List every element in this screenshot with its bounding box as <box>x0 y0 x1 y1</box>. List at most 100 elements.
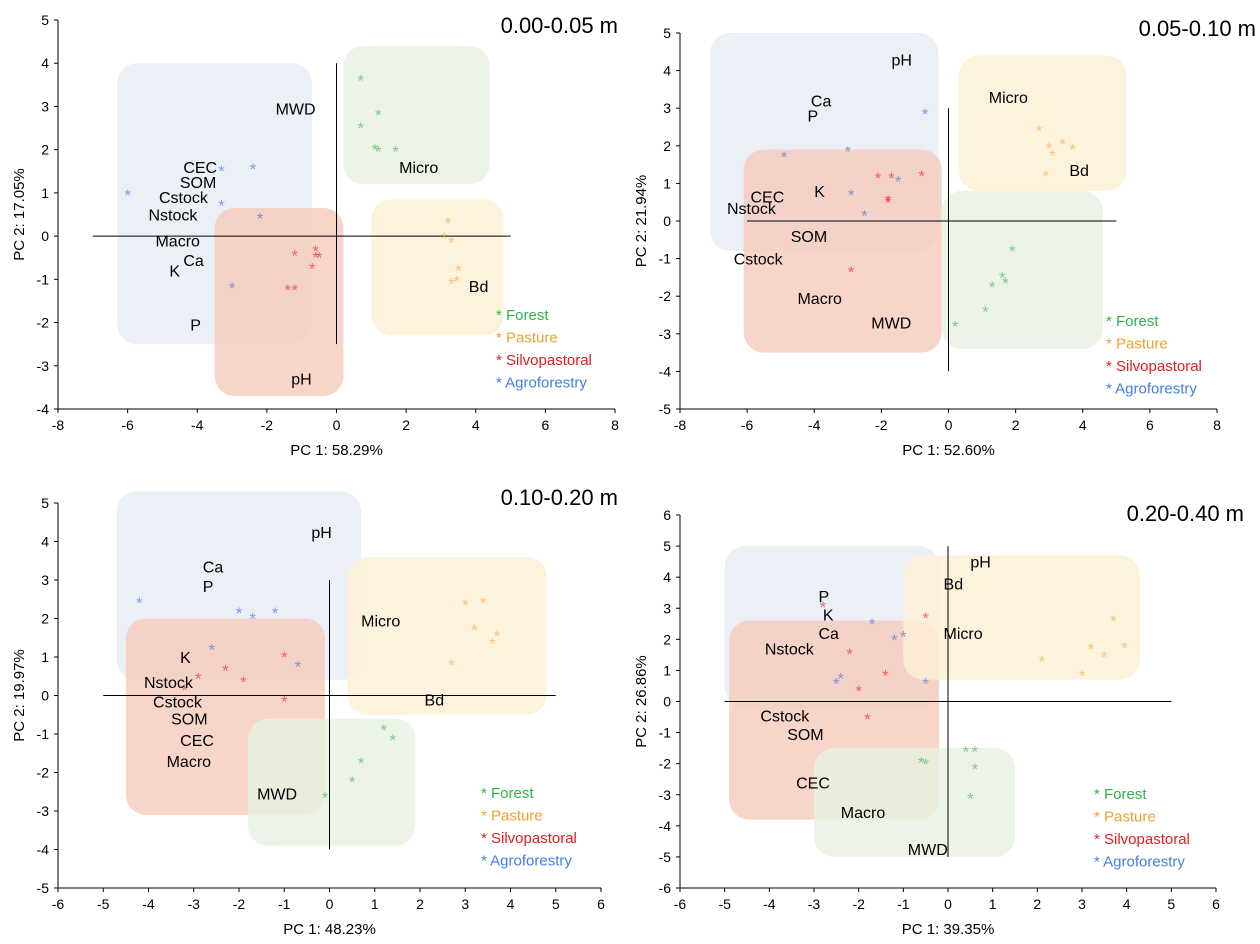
y-tick-label: -2 <box>659 756 672 772</box>
x-tick-label: 6 <box>1212 896 1220 912</box>
y-tick-label: 2 <box>663 631 671 647</box>
data-point-forest: * <box>358 119 365 138</box>
variable-label-cec: CEC <box>796 775 830 792</box>
y-tick-label: 5 <box>41 495 49 511</box>
x-tick-label: 4 <box>472 417 480 433</box>
y-tick-label: 0 <box>41 228 49 244</box>
y-tick-label: -5 <box>659 401 672 417</box>
x-tick-label: 5 <box>1167 896 1175 912</box>
data-point-forest: * <box>952 317 959 336</box>
variable-label-cstock: Cstock <box>734 252 784 269</box>
variable-label-ph: pH <box>891 52 911 69</box>
variable-label-bd: Bd <box>944 576 964 593</box>
variable-label-nstock: Nstock <box>149 208 199 225</box>
x-tick-label: -3 <box>808 896 821 912</box>
x-axis-title: PC 1: 52.60% <box>902 442 995 459</box>
y-tick-label: 2 <box>41 142 49 158</box>
data-point-agroforestry: * <box>895 173 902 192</box>
data-point-forest: * <box>989 278 996 297</box>
group-box-silvopastoral <box>743 149 942 353</box>
y-tick-label: -5 <box>659 849 672 865</box>
x-tick-label: 1 <box>989 896 997 912</box>
variable-label-p: P <box>190 318 201 335</box>
data-point-pasture: * <box>1110 612 1117 631</box>
variable-label-cec: CEC <box>750 190 784 207</box>
legend-entry: * Silvopastoral <box>496 352 592 369</box>
x-tick-label: 4 <box>507 896 515 912</box>
panel-title: 0.05-0.10 m <box>1139 16 1256 41</box>
variable-label-micro: Micro <box>989 90 1028 107</box>
data-point-forest: * <box>971 743 978 762</box>
x-axis-title: PC 1: 58.29% <box>290 442 383 459</box>
data-point-agroforestry: * <box>209 640 216 659</box>
data-point-silvopastoral: * <box>855 682 862 701</box>
data-point-silvopastoral: * <box>309 259 316 278</box>
variable-label-bd: Bd <box>1069 163 1089 180</box>
data-point-agroforestry: * <box>229 279 236 298</box>
data-point-pasture: * <box>1069 141 1076 160</box>
variable-label-bd: Bd <box>469 279 489 296</box>
data-point-silvopastoral: * <box>291 281 298 300</box>
panel-title: 0.20-0.40 m <box>1127 501 1244 526</box>
data-point-agroforestry: * <box>272 604 279 623</box>
data-point-pasture: * <box>1079 667 1086 686</box>
y-tick-label: -2 <box>659 288 672 304</box>
x-tick-label: -5 <box>97 896 110 912</box>
variable-label-ca: Ca <box>818 626 839 643</box>
variable-label-cstock: Cstock <box>159 190 209 207</box>
data-point-forest: * <box>922 755 929 774</box>
x-tick-label: 6 <box>541 417 549 433</box>
x-tick-label: -4 <box>763 896 776 912</box>
data-point-forest: * <box>392 143 399 162</box>
data-point-pasture: * <box>1121 639 1128 658</box>
legend-entry: * Forest <box>1106 313 1159 330</box>
legend-entry: * Agroforestry <box>1106 381 1197 398</box>
data-point-pasture: * <box>1046 139 1053 158</box>
data-point-pasture: * <box>471 621 478 640</box>
data-point-agroforestry: * <box>922 674 929 693</box>
data-point-forest: * <box>358 754 365 773</box>
variable-label-ph: pH <box>970 555 990 572</box>
variable-label-ca: Ca <box>183 253 204 270</box>
data-point-agroforestry: * <box>861 206 868 225</box>
x-tick-label: -2 <box>852 896 865 912</box>
data-point-agroforestry: * <box>781 148 788 167</box>
data-point-silvopastoral: * <box>316 249 323 268</box>
variable-label-som: SOM <box>180 175 216 192</box>
y-tick-label: -6 <box>659 880 672 896</box>
variable-label-micro: Micro <box>944 626 983 643</box>
data-point-agroforestry: * <box>250 160 257 179</box>
x-tick-label: -2 <box>875 417 888 433</box>
data-point-forest: * <box>390 731 397 750</box>
data-point-pasture: * <box>1059 135 1066 154</box>
data-point-pasture: * <box>1043 167 1050 186</box>
variable-label-cstock: Cstock <box>153 694 203 711</box>
variable-label-ca: Ca <box>811 94 832 111</box>
legend-entry: * Agroforestry <box>1094 854 1185 871</box>
y-tick-label: 3 <box>663 600 671 616</box>
data-point-agroforestry: * <box>236 604 243 623</box>
variable-label-ph: pH <box>311 525 331 542</box>
data-point-agroforestry: * <box>869 615 876 634</box>
data-point-silvopastoral: * <box>291 246 298 265</box>
variable-label-cec: CEC <box>180 733 214 750</box>
variable-label-cstock: Cstock <box>760 708 810 725</box>
y-axis-title: PC 2: 21.94% <box>633 175 650 268</box>
data-point-forest: * <box>322 789 329 808</box>
data-point-forest: * <box>371 141 378 160</box>
group-box-pasture <box>347 556 547 715</box>
variable-label-macro: Macro <box>167 754 212 771</box>
variable-label-p: P <box>203 579 214 596</box>
x-tick-label: 6 <box>1146 417 1154 433</box>
legend-entry: * Silvopastoral <box>481 830 577 847</box>
variable-label-bd: Bd <box>425 692 445 709</box>
y-tick-label: 0 <box>41 688 49 704</box>
variable-label-macro: Macro <box>797 291 842 308</box>
group-box-forest <box>941 190 1103 349</box>
data-point-pasture: * <box>1101 648 1108 667</box>
data-point-pasture: * <box>448 233 455 252</box>
data-point-forest: * <box>971 760 978 779</box>
variable-label-nstock: Nstock <box>727 201 777 218</box>
y-axis-title: PC 2: 26.86% <box>633 655 650 748</box>
